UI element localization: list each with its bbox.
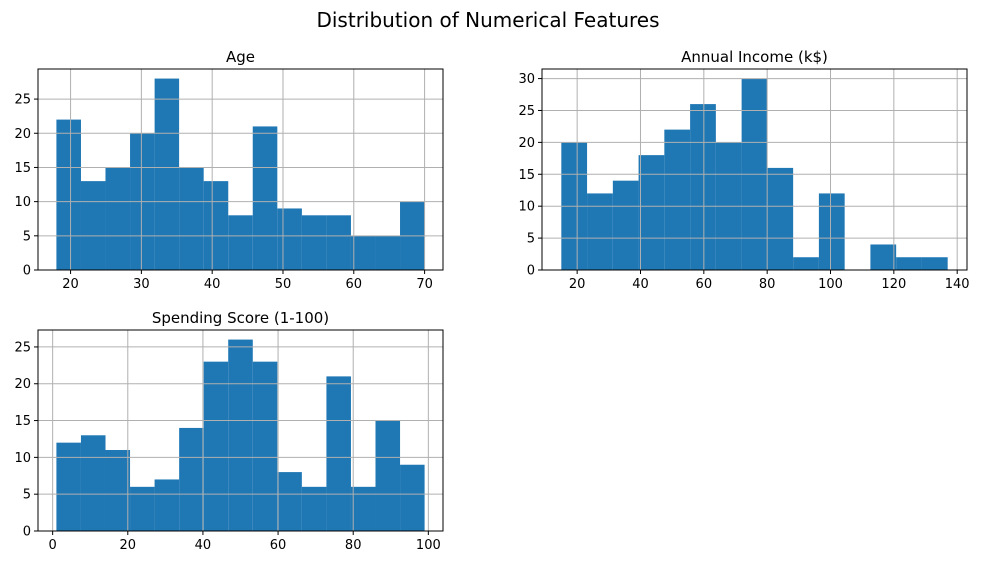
x-tick-label: 100 [818,277,843,292]
y-tick-label: 30 [518,72,535,87]
y-tick-label: 5 [23,229,31,244]
axes-frame [37,329,444,532]
histogram-bar [326,376,351,531]
y-tick-label: 20 [14,377,31,392]
histogram-bar [228,339,253,531]
histogram-bar [252,126,278,270]
y-tick-label: 0 [527,264,535,279]
histogram-bar [350,486,376,531]
histogram-bar [154,479,180,531]
histogram-panel: 20 30 40 50 60 70 0 5 10 15 20 25 Age [14,48,444,292]
histogram-bar [587,193,613,270]
histogram-bar [80,181,106,270]
y-tick-label: 10 [14,195,31,210]
histogram-bar [179,167,204,270]
y-tick-label: 15 [14,161,31,176]
histogram-bar [818,193,845,270]
histogram-bar [301,486,327,531]
x-tick-label: 80 [759,277,776,292]
x-tick-label: 20 [120,538,137,553]
y-tick-label: 0 [23,525,31,540]
x-tick-label: 40 [195,538,212,553]
histogram-bar [228,215,253,270]
y-tick-label: 20 [14,127,31,142]
histogram-bar [154,78,180,270]
x-tick-label: 120 [881,277,906,292]
x-tick-label: 70 [416,277,433,292]
x-tick-label: 40 [204,277,221,292]
histogram-bar [375,420,401,531]
x-tick-label: 20 [569,277,586,292]
histogram-bar [350,235,376,270]
axes-frame [541,68,968,271]
histogram-bar [870,244,897,270]
x-tick-label: 60 [696,277,713,292]
histogram-bar [921,257,948,270]
y-tick-label: 15 [518,168,535,183]
histogram-bar [179,427,204,531]
histogram-panel: 0 20 40 60 80 100 0 5 10 15 20 25 Spending Score (1-… [14,309,444,553]
y-tick-label: 0 [23,264,31,279]
x-tick-label: 60 [346,277,363,292]
subplot-title: Spending Score (1-100) [152,309,329,327]
histogram-bar [793,257,819,270]
histogram-bar [375,235,401,270]
histogram-panel: 20 40 60 80 100 120 140 0 5 10 15 20 25 30 Annual Inco… [518,48,969,292]
y-tick-label: 10 [14,451,31,466]
x-tick-label: 50 [275,277,292,292]
y-tick-label: 15 [14,414,31,429]
y-tick-label: 25 [518,104,535,119]
histogram-bar [612,180,639,270]
x-tick-label: 20 [62,277,79,292]
histogram-bar [80,435,106,531]
subplot-title: Age [226,48,255,66]
x-tick-label: 100 [416,538,441,553]
histogram-bar [277,472,302,531]
x-tick-label: 30 [133,277,150,292]
histogram-bar [690,104,716,270]
y-tick-label: 20 [518,136,535,151]
y-tick-label: 10 [518,200,535,215]
histogram-bar [277,208,302,270]
histogram-bar [56,442,81,531]
x-tick-label: 140 [945,277,970,292]
figure-title: Distribution of Numerical Features [316,8,659,32]
axes-frame [37,68,444,271]
y-tick-label: 25 [14,340,31,355]
x-tick-label: 0 [49,538,57,553]
x-tick-label: 40 [632,277,649,292]
y-tick-label: 25 [14,93,31,108]
histogram-bar [664,129,691,270]
histogram-bar [326,215,351,270]
histogram-bar [105,167,131,270]
histogram-bar [105,450,131,531]
y-tick-label: 5 [23,488,31,503]
histogram-bar [301,215,327,270]
histogram-bar [203,181,229,270]
histogram-bar [130,486,155,531]
histogram-bar [203,361,229,531]
histogram-bar [767,167,794,270]
y-tick-label: 5 [527,232,535,247]
histogram-bar [252,361,278,531]
subplot-title: Annual Income (k$) [681,48,828,66]
histogram-bar [56,119,81,271]
histogram-bar [638,155,665,270]
histogram-bar [400,464,425,531]
x-tick-label: 80 [345,538,362,553]
x-tick-label: 60 [270,538,287,553]
histogram-bar [896,257,922,270]
